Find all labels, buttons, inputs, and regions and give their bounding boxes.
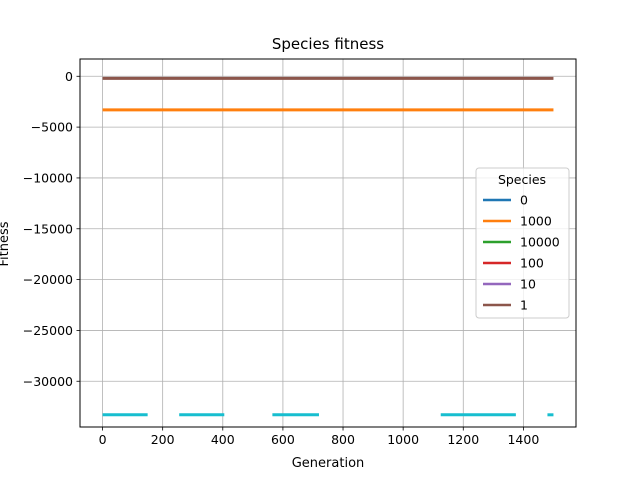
y-tick-label: 0 bbox=[65, 69, 73, 84]
x-tick-label: 1400 bbox=[507, 432, 539, 447]
x-tick-label: 800 bbox=[331, 432, 355, 447]
legend-label-0: 0 bbox=[520, 193, 528, 208]
plot-frame bbox=[79, 58, 577, 428]
legend-label-1: 1 bbox=[520, 298, 528, 313]
x-tick-label: 1200 bbox=[447, 432, 479, 447]
y-axis-label: Fitness bbox=[0, 221, 12, 266]
y-tick-label: −30000 bbox=[23, 374, 73, 389]
chart-title: Species fitness bbox=[272, 35, 384, 53]
legend-box bbox=[475, 167, 570, 319]
x-tick-label: 200 bbox=[151, 432, 175, 447]
series-layer bbox=[102, 76, 554, 417]
y-tick-label: −10000 bbox=[23, 170, 73, 185]
y-tick-label: −25000 bbox=[23, 323, 73, 338]
y-tick-label: −20000 bbox=[23, 272, 73, 287]
legend-label-1000: 1000 bbox=[520, 214, 552, 229]
y-tick-label: −15000 bbox=[23, 221, 73, 236]
x-tick-label: 600 bbox=[271, 432, 295, 447]
x-axis-label: Generation bbox=[292, 456, 365, 471]
legend-label-100: 100 bbox=[520, 256, 544, 271]
legend-label-10: 10 bbox=[520, 277, 536, 292]
x-tick-label: 400 bbox=[211, 432, 235, 447]
x-tick-label: 1000 bbox=[387, 432, 419, 447]
ticks: 0 200 400 600 800 1000 1200 1400 0 −5000 −10000 −15… bbox=[23, 69, 540, 447]
legend-title: Species bbox=[498, 172, 546, 187]
y-tick-label: −5000 bbox=[31, 120, 73, 135]
legend-label-10000: 10000 bbox=[520, 235, 560, 250]
x-tick-label: 0 bbox=[99, 432, 107, 447]
legend: Species 0 1000 10000 100 10 1 bbox=[475, 167, 570, 319]
